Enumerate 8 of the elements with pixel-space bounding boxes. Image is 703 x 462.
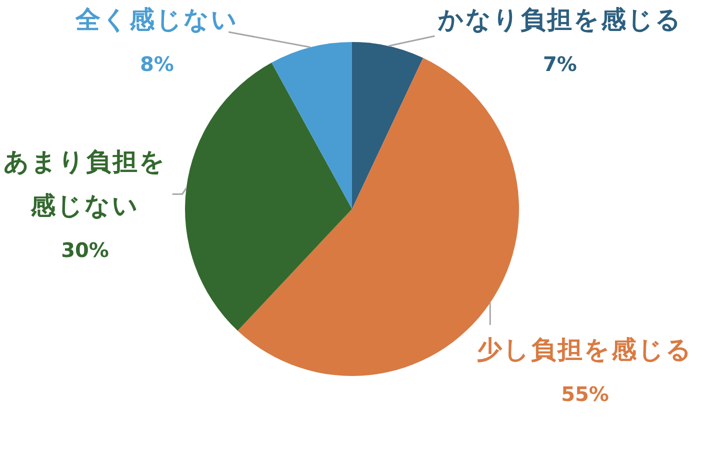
data-label: 7% xyxy=(542,51,578,78)
slice-label: あまり負担を感じない xyxy=(2,146,168,222)
data-label: 8% xyxy=(139,51,175,78)
data-label: 30% xyxy=(60,237,110,264)
slice-label: かなり負担を感じる xyxy=(438,4,682,36)
slice-label: 少し負担を感じる xyxy=(477,334,693,366)
slice-label: 全く感じない xyxy=(76,4,238,36)
data-label: 55% xyxy=(560,381,610,408)
